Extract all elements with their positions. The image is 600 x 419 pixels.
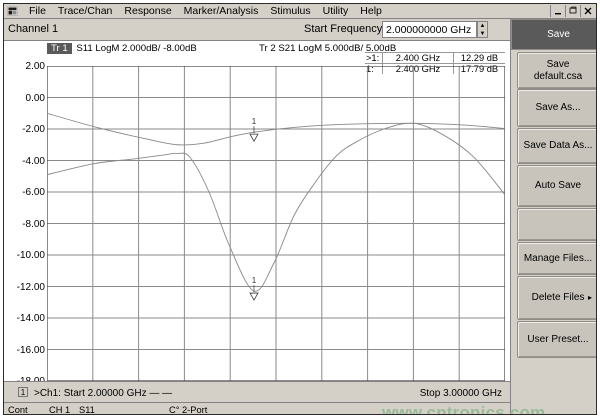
svg-text:1: 1	[252, 276, 257, 285]
svg-text:1: 1	[252, 117, 257, 126]
